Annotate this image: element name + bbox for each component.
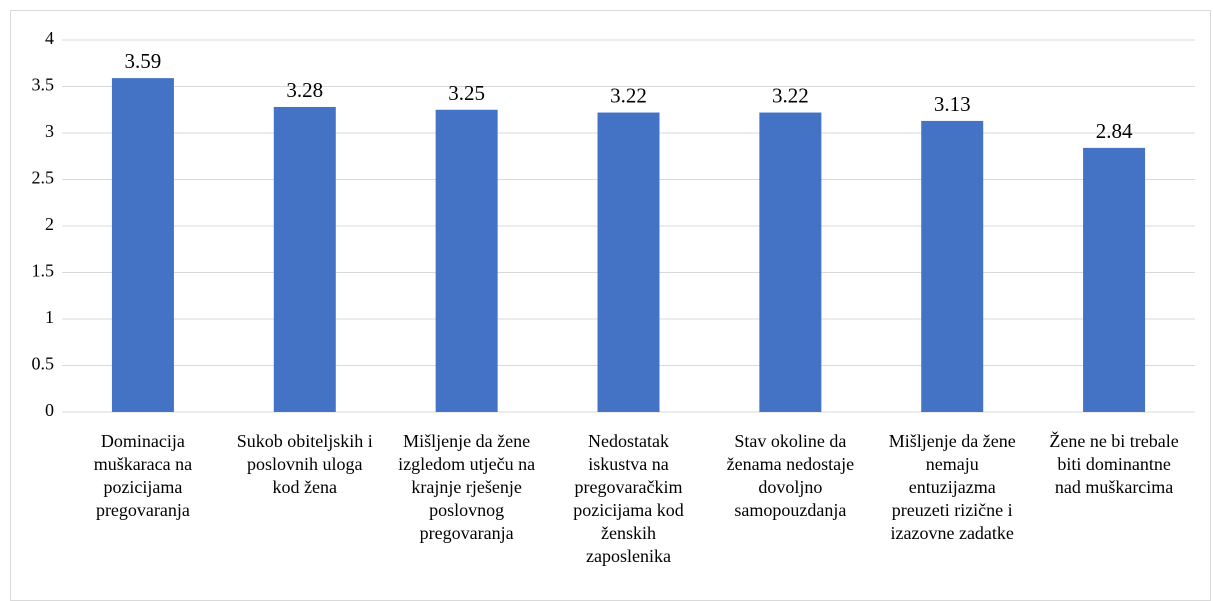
x-tick-label: Žene ne bi trebale biti dominantne nad muš… <box>1049 430 1178 497</box>
x-tick-label: Sukob obiteljskih i poslovnih uloga kod že… <box>237 431 373 497</box>
y-tick-label: 1.5 <box>32 261 55 281</box>
y-tick-label: 0.5 <box>32 354 55 374</box>
x-tick-label: Stav okoline da ženama nedostaje dovoljno s… <box>727 431 854 520</box>
data-label: 3.22 <box>610 84 647 108</box>
x-tick-label: Nedostatak iskustva na pregovaračkim pozici… <box>573 431 683 566</box>
y-tick-label: 3.5 <box>32 75 55 95</box>
bar <box>759 112 822 412</box>
bar <box>921 120 984 412</box>
bar <box>273 106 336 413</box>
y-tick-label: 2 <box>45 214 54 234</box>
data-label: 3.22 <box>772 84 809 108</box>
y-tick-label: 3 <box>45 121 54 141</box>
x-tick-label: Mišljenje da žene izgledom utječu na krajn… <box>398 431 535 543</box>
y-tick-label: 1 <box>45 307 54 327</box>
x-tick-label: Mišljenje da žene nemaju entuzijazma preuze… <box>889 431 1016 543</box>
y-tick-label: 0 <box>45 400 54 420</box>
data-label: 3.13 <box>934 92 971 116</box>
y-tick-label: 4 <box>45 28 54 48</box>
data-label: 2.84 <box>1096 119 1133 143</box>
bar <box>1083 147 1146 412</box>
bar <box>597 112 660 412</box>
data-label: 3.28 <box>286 78 323 102</box>
data-label: 3.25 <box>448 81 485 105</box>
data-label: 3.59 <box>125 49 162 73</box>
x-tick-label: Dominacija muškaraca na pozicijama pregovar… <box>94 431 192 520</box>
bar <box>435 109 498 412</box>
y-tick-label: 2.5 <box>32 168 55 188</box>
bar <box>111 78 174 412</box>
